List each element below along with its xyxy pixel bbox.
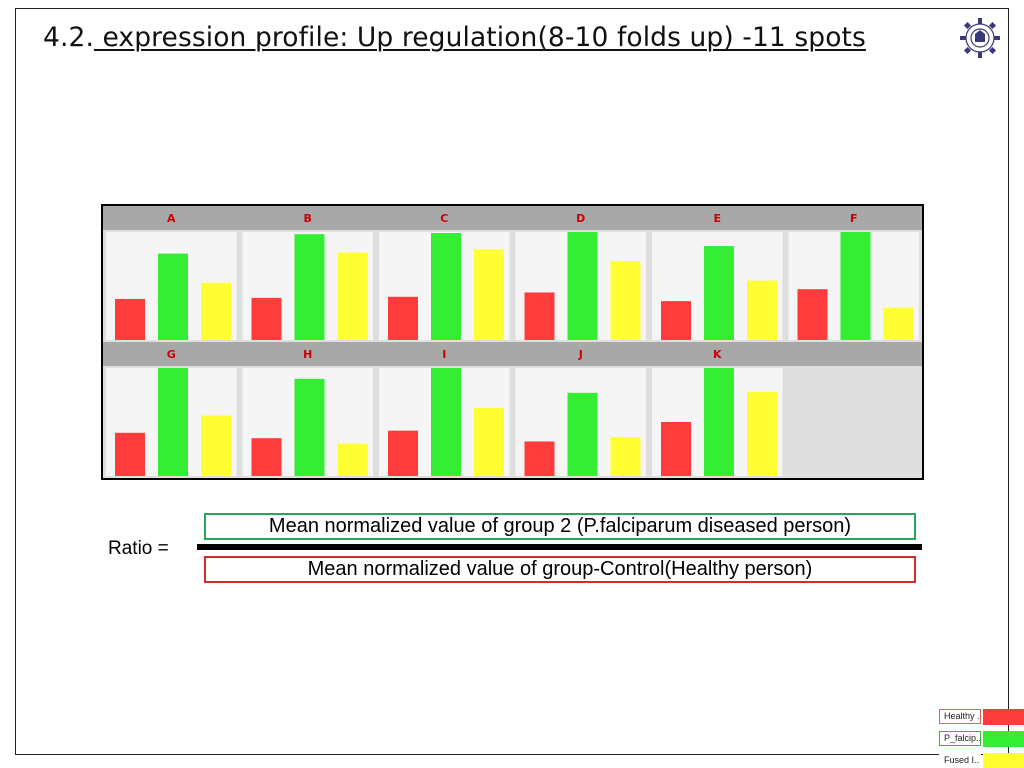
panel-label: D	[576, 212, 585, 225]
panel-label: K	[713, 348, 722, 361]
panel-label: A	[167, 212, 176, 225]
panel-a: A	[106, 212, 237, 340]
bar-fused	[201, 415, 231, 476]
bar-fused	[747, 391, 777, 476]
slide-title: 4.2. expression profile: Up regulation(8…	[43, 22, 866, 53]
bar-falciparum	[294, 234, 325, 340]
bar-falciparum	[431, 368, 461, 476]
bar-healthy	[388, 430, 418, 476]
row-header-strip	[103, 206, 922, 230]
legend-label: P_falcip...	[939, 731, 981, 746]
panel-f: F	[788, 212, 919, 340]
bar-healthy	[524, 441, 555, 476]
panel-label: H	[303, 348, 312, 361]
panel-e: E	[652, 212, 783, 340]
panel-label: J	[578, 348, 583, 361]
bar-healthy	[115, 298, 145, 340]
bar-falciparum	[567, 392, 598, 476]
panel-d: D	[515, 212, 646, 340]
bar-healthy	[661, 301, 691, 340]
panel-label: F	[850, 212, 858, 225]
panel-j: J	[515, 348, 646, 476]
bar-fused	[610, 261, 641, 340]
legend-item-falciparum: P_falcip...	[938, 731, 1024, 748]
bar-healthy	[115, 432, 145, 476]
panel-label: E	[713, 212, 721, 225]
denominator-box: Mean normalized value of group-Control(H…	[204, 556, 916, 583]
panel-label: B	[304, 212, 312, 225]
section-number: 4.2.	[43, 22, 94, 53]
bar-healthy	[251, 438, 282, 476]
bar-falciparum	[158, 368, 188, 476]
legend-label: Fused I...	[939, 753, 981, 768]
legend-swatch-healthy	[983, 709, 1024, 725]
legend-swatch-falciparum	[983, 731, 1024, 747]
numerator-box: Mean normalized value of group 2 (P.falc…	[204, 513, 916, 540]
fraction-bar	[197, 544, 922, 550]
bar-healthy	[524, 292, 555, 340]
panel-k: K	[652, 348, 783, 476]
bar-healthy	[797, 289, 828, 340]
bar-fused	[883, 307, 914, 340]
bar-falciparum	[704, 246, 734, 340]
slide-frame	[15, 8, 1009, 755]
ratio-label: Ratio =	[108, 538, 169, 559]
bar-fused	[610, 437, 641, 476]
institute-logo-icon	[960, 18, 1000, 58]
legend-item-healthy: Healthy ...	[938, 709, 1024, 726]
bar-fused	[474, 249, 504, 340]
bar-falciparum	[704, 368, 734, 476]
chart-panel: A B C D E F G H I J K	[101, 204, 924, 480]
panel-g: G	[106, 348, 237, 476]
legend: Healthy ... P_falcip... Fused I...	[938, 709, 1024, 768]
row-header-strip	[103, 342, 922, 366]
bar-falciparum	[294, 378, 325, 476]
bar-falciparum	[431, 233, 461, 340]
panel-label: I	[442, 348, 446, 361]
bar-fused	[201, 282, 231, 340]
legend-item-fused: Fused I...	[938, 753, 1024, 768]
panel-label: G	[167, 348, 176, 361]
bar-falciparum	[158, 253, 188, 340]
panel-label: C	[440, 212, 448, 225]
panel-b: B	[242, 212, 373, 340]
legend-label: Healthy ...	[939, 709, 981, 724]
bar-fused	[474, 407, 504, 476]
panel-h: H	[242, 348, 373, 476]
bar-falciparum	[840, 232, 871, 340]
bar-healthy	[251, 297, 282, 340]
bar-fused	[337, 443, 368, 476]
bar-fused	[337, 252, 368, 340]
bar-fused	[747, 280, 777, 340]
panel-i: I	[379, 348, 510, 476]
bar-chart-grid: A B C D E F G H I J K	[103, 206, 922, 478]
bar-healthy	[388, 296, 418, 340]
legend-swatch-fused	[983, 753, 1024, 768]
bar-falciparum	[567, 232, 598, 340]
panel-c: C	[379, 212, 510, 340]
title-text: expression profile: Up regulation(8-10 f…	[93, 22, 866, 53]
bar-healthy	[661, 422, 691, 476]
